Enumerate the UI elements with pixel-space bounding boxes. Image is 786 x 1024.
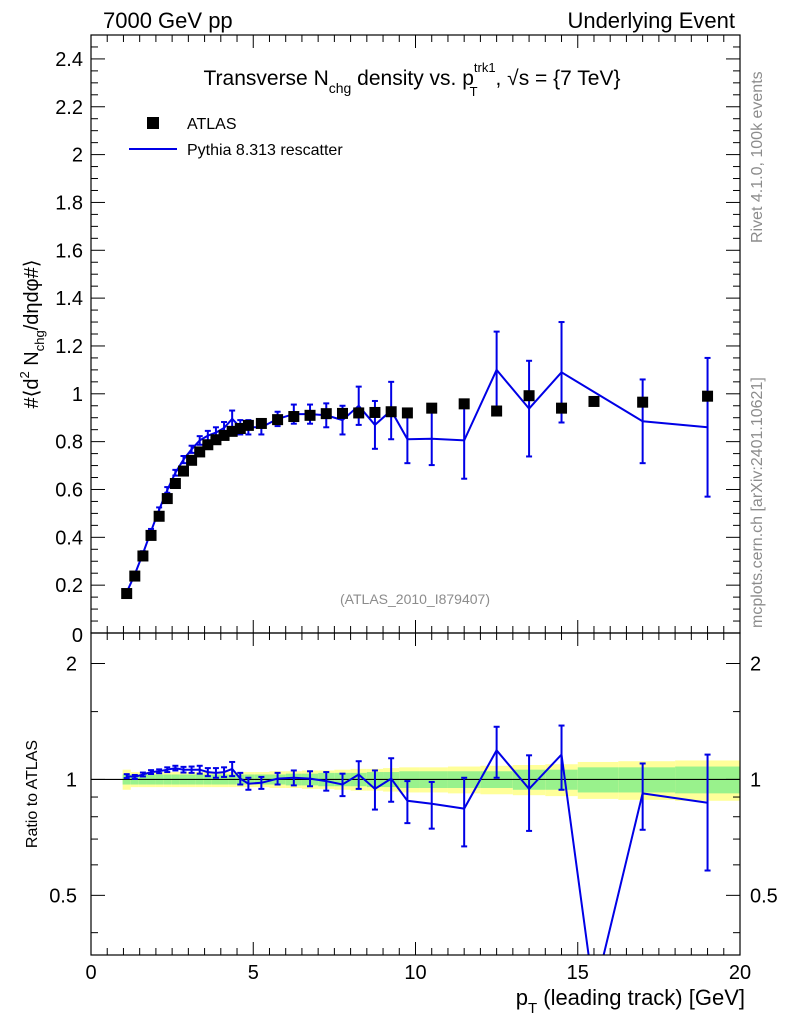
atlas-data-point (177, 465, 189, 477)
atlas-data-point (202, 439, 214, 451)
atlas-data-point (194, 446, 206, 458)
analysis-watermark: (ATLAS_2010_I879407) (340, 591, 490, 607)
title-tail: , √s = {7 TeV} (496, 67, 621, 90)
atlas-data-point (556, 402, 568, 414)
title-mid: density vs. p (351, 67, 474, 90)
atlas-data-point (385, 406, 397, 418)
ratio-y-tick-label: 0.5 (49, 885, 77, 907)
ratio-series-group (123, 724, 711, 955)
atlas-data-point (304, 409, 316, 421)
ratio-y-tick-label-right: 1 (750, 769, 761, 791)
atlas-data-point (255, 417, 267, 429)
x-tick-label: 10 (404, 962, 426, 984)
rivet-version-label: Rivet 4.1.0, 100k events (749, 71, 766, 243)
atlas-data-point (588, 395, 600, 407)
title-main: Transverse N (203, 67, 328, 90)
y-tick-label: 0.8 (55, 432, 83, 454)
atlas-data-point (401, 407, 413, 419)
chart-title: Transverse Nchg density vs. ptrk1 T , √s =… (203, 60, 620, 99)
atlas-data-point (336, 407, 348, 419)
header-left: 7000 GeV pp (103, 8, 233, 33)
atlas-data-point (369, 406, 381, 418)
atlas-data-point (288, 411, 300, 423)
ratio-series-line (126, 748, 708, 955)
y-tick-label: 2.4 (55, 49, 83, 71)
title-main-sub: chg (329, 80, 352, 96)
x-tick-label: 5 (248, 962, 259, 984)
atlas-data-point (426, 402, 438, 414)
atlas-data-point (491, 405, 503, 417)
atlas-data-point (210, 434, 222, 446)
title-mid-sub: T (470, 84, 478, 99)
header-right: Underlying Event (567, 8, 735, 33)
y-tick-label: 2.2 (55, 97, 83, 119)
ratio-y-tick-label-right: 2 (750, 653, 761, 675)
atlas-data-point (458, 398, 470, 410)
y-tick-label: 1.6 (55, 240, 83, 262)
ratio-y-tick-label: 2 (66, 653, 77, 675)
atlas-data-point (186, 454, 198, 466)
y-tick-label-zero: 0 (72, 625, 83, 647)
atlas-data-point (161, 493, 173, 505)
x-axis-label: pT (leading track) [GeV] (516, 985, 745, 1017)
ratio-y-axis-label: Ratio to ATLAS (24, 740, 41, 848)
atlas-data-point (353, 407, 365, 419)
y-tick-label: 1.2 (55, 336, 83, 358)
pythia-series-line (125, 368, 708, 593)
y-tick-label: 2 (72, 145, 83, 167)
atlas-data-point (218, 429, 230, 441)
atlas-data-point (523, 390, 535, 402)
y-tick-label: 0.6 (55, 479, 83, 501)
y-tick-label: 0.2 (55, 575, 83, 597)
legend-pythia-label: Pythia 8.313 rescatter (187, 142, 343, 159)
x-tick-label: 15 (567, 962, 589, 984)
atlas-data-point (153, 510, 165, 522)
atlas-data-point (145, 529, 157, 541)
ratio-y-tick-label: 1 (66, 769, 77, 791)
atlas-data-point (272, 414, 284, 426)
atlas-data-point (637, 396, 649, 408)
mcplots-label: mcplots.cern.ch [arXiv:2401.10621] (749, 377, 766, 628)
atlas-data-point (129, 570, 141, 582)
atlas-data-point (137, 550, 149, 562)
x-tick-label: 20 (729, 962, 751, 984)
atlas-data-point (121, 588, 133, 600)
atlas-data-point (702, 390, 714, 402)
y-axis-label: #⟨d2 Nchg/dηdφ#⟩ (17, 259, 47, 408)
title-mid-sup: trk1 (474, 60, 496, 75)
legend-atlas-label: ATLAS (187, 116, 237, 133)
x-tick-label: 0 (85, 962, 96, 984)
y-tick-label: 1 (72, 384, 83, 406)
atlas-data-point (169, 478, 181, 489)
atlas-data-point (234, 422, 246, 434)
y-tick-label: 0.4 (55, 527, 83, 549)
atlas-data-point (320, 408, 332, 420)
legend-atlas-marker (147, 117, 159, 129)
atlas-data-point (226, 425, 238, 437)
y-tick-label: 1.4 (55, 288, 83, 310)
ratio-y-tick-label-right: 0.5 (750, 885, 778, 907)
atlas-data-point (242, 419, 254, 431)
y-tick-label: 1.8 (55, 192, 83, 214)
